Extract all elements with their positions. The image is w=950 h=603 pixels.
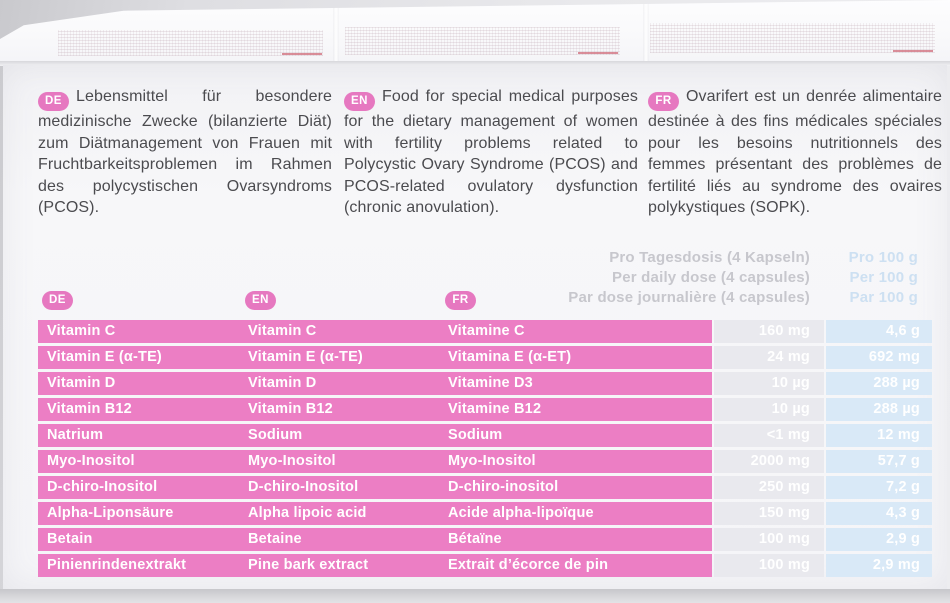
intro-paragraph-fr: FR Ovarifert est un denrée alimentaire de… [648, 86, 942, 219]
nutrient-name-de: D-chiro-Inositol [38, 476, 245, 499]
dose-value: 100 mg [714, 554, 824, 577]
dose-column-header: Pro Tagesdosis (4 Kapseln) Per daily dos… [400, 248, 810, 308]
lang-badge-fr: FR [648, 92, 679, 111]
nutrient-name-en: Alpha lipoic acid [245, 502, 445, 525]
dose-value: 10 µg [714, 372, 824, 395]
table-row: Natrium Sodium Sodium <1 mg 12 mg [0, 424, 950, 447]
microprint-block [650, 23, 935, 53]
dose-value: 24 mg [714, 346, 824, 369]
per100-value: 288 µg [826, 398, 932, 421]
nutrient-name-fr: Sodium [445, 424, 712, 447]
per100-value: 4,6 g [826, 320, 932, 343]
nutrient-name-de: Pinienrindenextrakt [38, 554, 245, 577]
nutrient-name-de: Myo-Inositol [38, 450, 245, 473]
box-top-flap [0, 0, 950, 63]
table-row: Vitamin D Vitamin D Vitamine D3 10 µg 28… [0, 372, 950, 395]
per100-column-header: Pro 100 g Per 100 g Par 100 g [766, 248, 918, 308]
nutrient-name-fr: Vitamina E (α-ET) [445, 346, 712, 369]
intro-paragraph-en: EN Food for special medical purposes for … [344, 86, 638, 219]
per100-value: 57,7 g [826, 450, 932, 473]
table-row: Vitamin E (α-TE) Vitamin E (α-TE) Vitami… [0, 346, 950, 369]
microprint-block [58, 30, 323, 56]
lang-badge-en: EN [344, 92, 375, 111]
intro-text-en: Food for special medical purposes for th… [344, 88, 638, 216]
lang-badge-de: DE [38, 92, 69, 111]
nutrient-name-en: Vitamin C [245, 320, 445, 343]
nutrient-name-en: Myo-Inositol [245, 450, 445, 473]
nutrient-name-fr: Extrait d’écorce de pin [445, 554, 712, 577]
table-row: Vitamin B12 Vitamin B12 Vitamine B12 10 … [0, 398, 950, 421]
table-row: Betain Betaine Bétaïne 100 mg 2,9 g [0, 528, 950, 551]
nutrient-name-fr: D-chiro-inositol [445, 476, 712, 499]
per100-value: 2,9 g [826, 528, 932, 551]
dose-value: 160 mg [714, 320, 824, 343]
nutrient-name-en: Betaine [245, 528, 445, 551]
intro-paragraph-de: DE Lebensmittel für besondere medizinisch… [38, 86, 332, 219]
dose-header-de: Pro Tagesdosis (4 Kapseln) [609, 249, 810, 266]
nutrient-name-fr: Vitamine B12 [445, 398, 712, 421]
dose-value: 10 µg [714, 398, 824, 421]
per100-header-fr: Par 100 g [849, 289, 918, 306]
nutrient-name-en: D-chiro-Inositol [245, 476, 445, 499]
table-lang-badge-de: DE [42, 291, 73, 310]
flap-seam [333, 0, 339, 63]
nutrient-name-de: Natrium [38, 424, 245, 447]
nutrient-name-fr: Vitamine D3 [445, 372, 712, 395]
nutrient-name-fr: Acide alpha-lipoïque [445, 502, 712, 525]
dose-value: 150 mg [714, 502, 824, 525]
dose-header-en: Per daily dose (4 capsules) [612, 269, 810, 286]
red-mark [578, 52, 618, 54]
surface-shadow [0, 589, 950, 603]
table-row: Myo-Inositol Myo-Inositol Myo-Inositol 2… [0, 450, 950, 473]
microprint-block [345, 27, 620, 55]
nutrient-name-de: Betain [38, 528, 245, 551]
flap-seam [643, 0, 649, 63]
per100-value: 692 mg [826, 346, 932, 369]
table-lang-badge-fr: FR [445, 291, 476, 310]
red-mark [282, 53, 322, 55]
per100-header-en: Per 100 g [849, 269, 918, 286]
per100-value: 2,9 mg [826, 554, 932, 577]
nutrient-name-fr: Vitamine C [445, 320, 712, 343]
per100-value: 288 µg [826, 372, 932, 395]
dose-header-fr: Par dose journalière (4 capsules) [568, 289, 810, 306]
nutrient-name-fr: Myo-Inositol [445, 450, 712, 473]
nutrient-name-de: Vitamin E (α-TE) [38, 346, 245, 369]
red-mark [893, 50, 933, 52]
nutrient-name-en: Vitamin D [245, 372, 445, 395]
per100-value: 12 mg [826, 424, 932, 447]
nutrient-name-de: Vitamin D [38, 372, 245, 395]
dose-value: 100 mg [714, 528, 824, 551]
table-row: Alpha-Liponsäure Alpha lipoic acid Acide… [0, 502, 950, 525]
nutrient-name-de: Alpha-Liponsäure [38, 502, 245, 525]
nutrient-name-fr: Bétaïne [445, 528, 712, 551]
nutrient-name-de: Vitamin C [38, 320, 245, 343]
nutrient-name-en: Pine bark extract [245, 554, 445, 577]
intro-text-de: Lebensmittel für besondere medizinische … [38, 88, 332, 216]
fold-crease [0, 61, 950, 66]
per100-header-de: Pro 100 g [848, 249, 918, 266]
dose-value: <1 mg [714, 424, 824, 447]
nutrient-name-en: Vitamin E (α-TE) [245, 346, 445, 369]
dose-value: 2000 mg [714, 450, 824, 473]
table-row: Pinienrindenextrakt Pine bark extract Ex… [0, 554, 950, 577]
nutrient-name-de: Vitamin B12 [38, 398, 245, 421]
intro-text-fr: Ovarifert est un denrée alimentaire dest… [648, 88, 942, 216]
table-row: Vitamin C Vitamin C Vitamine C 160 mg 4,… [0, 320, 950, 343]
per100-value: 4,3 g [826, 502, 932, 525]
nutrient-name-en: Sodium [245, 424, 445, 447]
dose-value: 250 mg [714, 476, 824, 499]
table-row: D-chiro-Inositol D-chiro-Inositol D-chir… [0, 476, 950, 499]
table-lang-badge-en: EN [245, 291, 276, 310]
per100-value: 7,2 g [826, 476, 932, 499]
nutrient-name-en: Vitamin B12 [245, 398, 445, 421]
